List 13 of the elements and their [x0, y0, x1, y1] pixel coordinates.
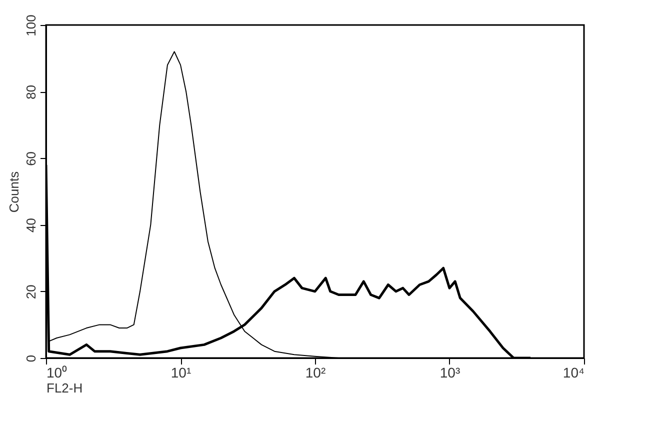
y-tick-label: 20 [24, 284, 38, 300]
x-tick-label: 10⁴ [562, 364, 584, 380]
x-tick-label: 10² [305, 364, 326, 380]
y-tick-label: 0 [24, 354, 38, 362]
x-tick-label: 10⁰ [46, 364, 68, 380]
x-tick-label: 10³ [440, 364, 460, 380]
y-tick-label: 40 [24, 218, 38, 233]
x-tick-label: 10¹ [170, 364, 192, 380]
y-tick-label: 60 [24, 151, 38, 166]
y-axis-title: Counts [6, 170, 22, 213]
x-axis-title: FL2-H [46, 380, 83, 396]
y-tick-label: 80 [24, 84, 38, 100]
y-tick-label: 100 [24, 14, 38, 36]
